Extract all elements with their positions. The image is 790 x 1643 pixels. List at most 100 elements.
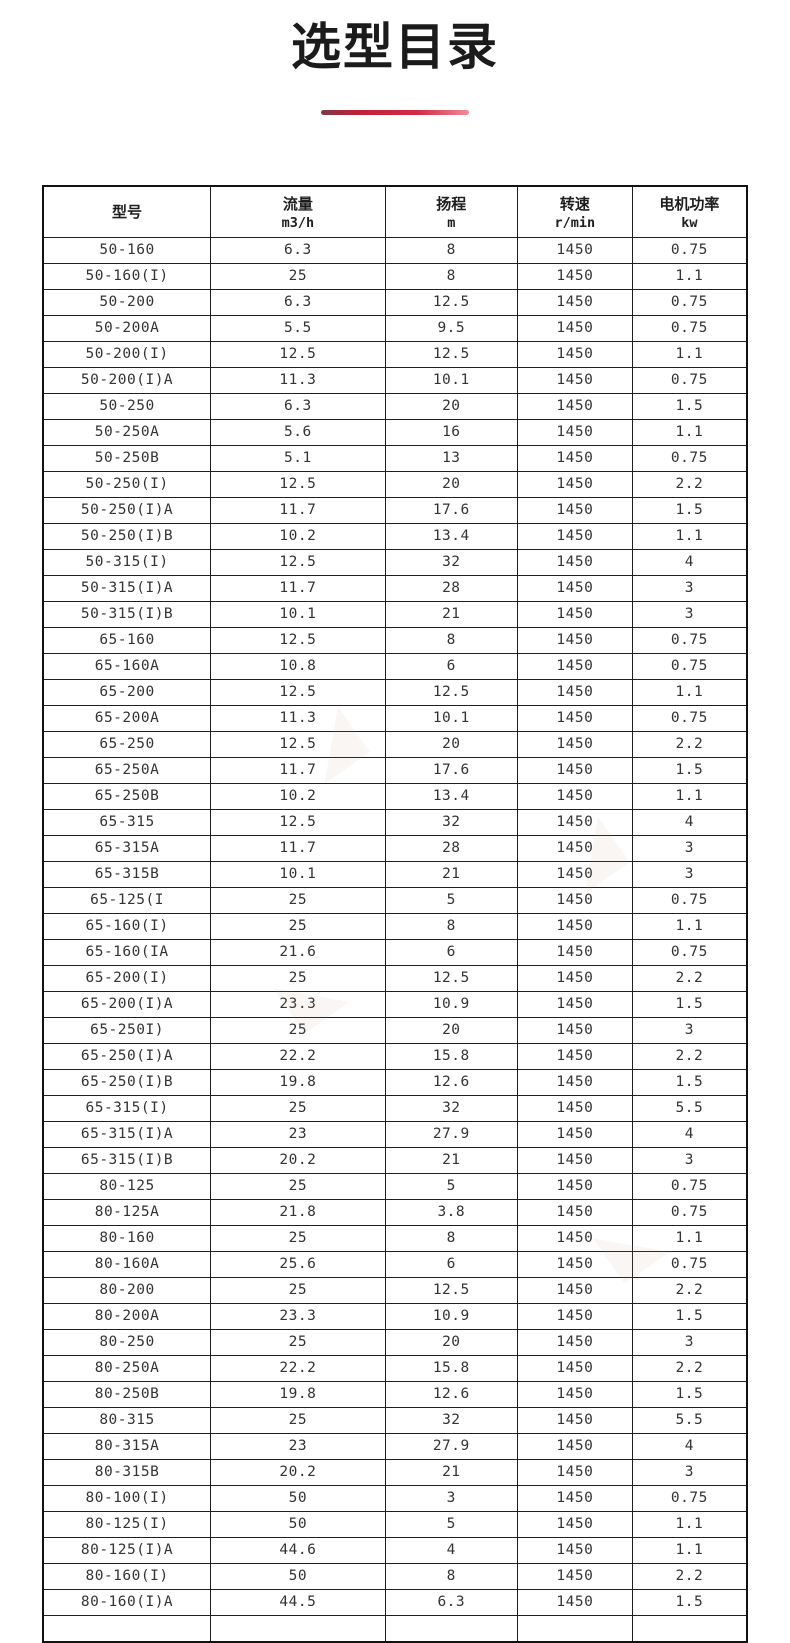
table-row: 65-160(I) 25 8 1450 1.1 bbox=[42, 912, 748, 940]
header-row: 型号 流量 m3/h 扬程 m 转速 r/min 电机功率 kw bbox=[42, 185, 748, 238]
cell-head: 10.9 bbox=[384, 990, 518, 1018]
cell-model: 50-250A bbox=[42, 418, 212, 446]
table-row: 65-160 12.5 8 1450 0.75 bbox=[42, 626, 748, 654]
table-row: 50-200A 5.5 9.5 1450 0.75 bbox=[42, 314, 748, 342]
cell-head: 12.5 bbox=[384, 964, 518, 992]
cell-head: 12.5 bbox=[384, 288, 518, 316]
cell-power: 1.5 bbox=[631, 496, 748, 524]
cell-head: 17.6 bbox=[384, 496, 518, 524]
cell-speed: 1450 bbox=[516, 392, 633, 420]
cell-model: 50-160 bbox=[42, 236, 212, 264]
cell-head: 13 bbox=[384, 444, 518, 472]
table-row: 65-200 12.5 12.5 1450 1.1 bbox=[42, 678, 748, 706]
cell-flow: 25 bbox=[210, 912, 386, 940]
cell-power: 2.2 bbox=[631, 1042, 748, 1070]
cell-power: 1.1 bbox=[631, 912, 748, 940]
cell-power: 3 bbox=[631, 1146, 748, 1174]
cell-model: 50-160(I) bbox=[42, 262, 212, 290]
cell-flow: 44.6 bbox=[210, 1536, 386, 1564]
cell-flow: 50 bbox=[210, 1484, 386, 1512]
selection-table: 型号 流量 m3/h 扬程 m 转速 r/min 电机功率 kw bbox=[42, 184, 748, 1643]
cell-speed: 1450 bbox=[516, 1042, 633, 1070]
table-row: 65-200(I)A 23.3 10.9 1450 1.5 bbox=[42, 990, 748, 1018]
cell-flow: 10.8 bbox=[210, 652, 386, 680]
cell-model: 50-250(I)B bbox=[42, 522, 212, 550]
cell-head: 20 bbox=[384, 730, 518, 758]
cell-power: 0.75 bbox=[631, 652, 748, 680]
cell-model: 65-250I) bbox=[42, 1016, 212, 1044]
table-row: 50-315(I)B 10.1 21 1450 3 bbox=[42, 600, 748, 628]
cell-power: 1.1 bbox=[631, 782, 748, 810]
table-row: 65-315(I) 25 32 1450 5.5 bbox=[42, 1094, 748, 1122]
header-flow-label: 流量 bbox=[282, 194, 313, 213]
cell-power: 0.75 bbox=[631, 236, 748, 264]
table-row: 80-315 25 32 1450 5.5 bbox=[42, 1406, 748, 1434]
table-row: 65-200A 11.3 10.1 1450 0.75 bbox=[42, 704, 748, 732]
cell-power: 1.5 bbox=[631, 990, 748, 1018]
cell-speed: 1450 bbox=[516, 1198, 633, 1226]
table-row: 65-250(I)A 22.2 15.8 1450 2.2 bbox=[42, 1042, 748, 1070]
cell-model: 65-160A bbox=[42, 652, 212, 680]
table-row: 80-250A 22.2 15.8 1450 2.2 bbox=[42, 1354, 748, 1382]
table-row: 65-250I) 25 20 1450 3 bbox=[42, 1016, 748, 1044]
cell-power: 0.75 bbox=[631, 626, 748, 654]
cell-speed: 1450 bbox=[516, 288, 633, 316]
cell-model: 65-250 bbox=[42, 730, 212, 758]
cell-flow: 25 bbox=[210, 964, 386, 992]
cell-power: 5.5 bbox=[631, 1094, 748, 1122]
cell-speed: 1450 bbox=[516, 1406, 633, 1434]
cell-model: 65-200A bbox=[42, 704, 212, 732]
cell-head: 6 bbox=[384, 652, 518, 680]
cell-head: 6 bbox=[384, 938, 518, 966]
cell-head: 32 bbox=[384, 1094, 518, 1122]
table-body: 50-160 6.3 8 1450 0.75 50-160(I) 25 8 14… bbox=[42, 236, 748, 1642]
cell-head: 16 bbox=[384, 418, 518, 446]
cell-head: 8 bbox=[384, 262, 518, 290]
cell-power: 1.1 bbox=[631, 340, 748, 368]
cell-power: 4 bbox=[631, 808, 748, 836]
header-model: 型号 bbox=[42, 185, 212, 238]
cell-model: 65-160 bbox=[42, 626, 212, 654]
table-row: 65-315 12.5 32 1450 4 bbox=[42, 808, 748, 836]
cell-power: 0.75 bbox=[631, 288, 748, 316]
cell-power: 1.1 bbox=[631, 262, 748, 290]
cell-speed: 1450 bbox=[516, 1016, 633, 1044]
cell-speed: 1450 bbox=[516, 730, 633, 758]
table-row: 50-200(I)A 11.3 10.1 1450 0.75 bbox=[42, 366, 748, 394]
cell-power: 2.2 bbox=[631, 1562, 748, 1590]
cell-power: 0.75 bbox=[631, 1250, 748, 1278]
cell-head: 8 bbox=[384, 1224, 518, 1252]
cell-speed: 1450 bbox=[516, 1328, 633, 1356]
cell-head: 3 bbox=[384, 1484, 518, 1512]
cell-model: 50-200(I) bbox=[42, 340, 212, 368]
cell-speed: 1450 bbox=[516, 756, 633, 784]
table-row: 65-160(IA 21.6 6 1450 0.75 bbox=[42, 938, 748, 966]
cell-head: 27.9 bbox=[384, 1432, 518, 1460]
cell-power: 2.2 bbox=[631, 470, 748, 498]
cell-model: 50-200(I)A bbox=[42, 366, 212, 394]
cell-flow: 25 bbox=[210, 262, 386, 290]
cell-speed: 1450 bbox=[516, 860, 633, 888]
cell-power: 1.5 bbox=[631, 1380, 748, 1408]
table-row: 65-250A 11.7 17.6 1450 1.5 bbox=[42, 756, 748, 784]
header-head-label: 扬程 bbox=[436, 194, 467, 213]
cell-power: 3 bbox=[631, 1458, 748, 1486]
cell-head: 12.5 bbox=[384, 678, 518, 706]
cell-power: 1.1 bbox=[631, 1510, 748, 1538]
cell-power: 0.75 bbox=[631, 444, 748, 472]
cell-power: 0.75 bbox=[631, 366, 748, 394]
cell-head: 21 bbox=[384, 1146, 518, 1174]
cell-speed: 1450 bbox=[516, 1068, 633, 1096]
cell-power: 3 bbox=[631, 834, 748, 862]
cell-model: 80-250 bbox=[42, 1328, 212, 1356]
cell-speed: 1450 bbox=[516, 314, 633, 342]
cell-speed: 1450 bbox=[516, 262, 633, 290]
cell-flow: 50 bbox=[210, 1562, 386, 1590]
cell-flow: 25.6 bbox=[210, 1250, 386, 1278]
table-row: 50-250(I) 12.5 20 1450 2.2 bbox=[42, 470, 748, 498]
cell-flow: 11.7 bbox=[210, 496, 386, 524]
table-row: 50-160(I) 25 8 1450 1.1 bbox=[42, 262, 748, 290]
cell-model: 65-200 bbox=[42, 678, 212, 706]
cell-model: 65-315(I)B bbox=[42, 1146, 212, 1174]
header-speed-label: 转速 bbox=[559, 194, 590, 213]
